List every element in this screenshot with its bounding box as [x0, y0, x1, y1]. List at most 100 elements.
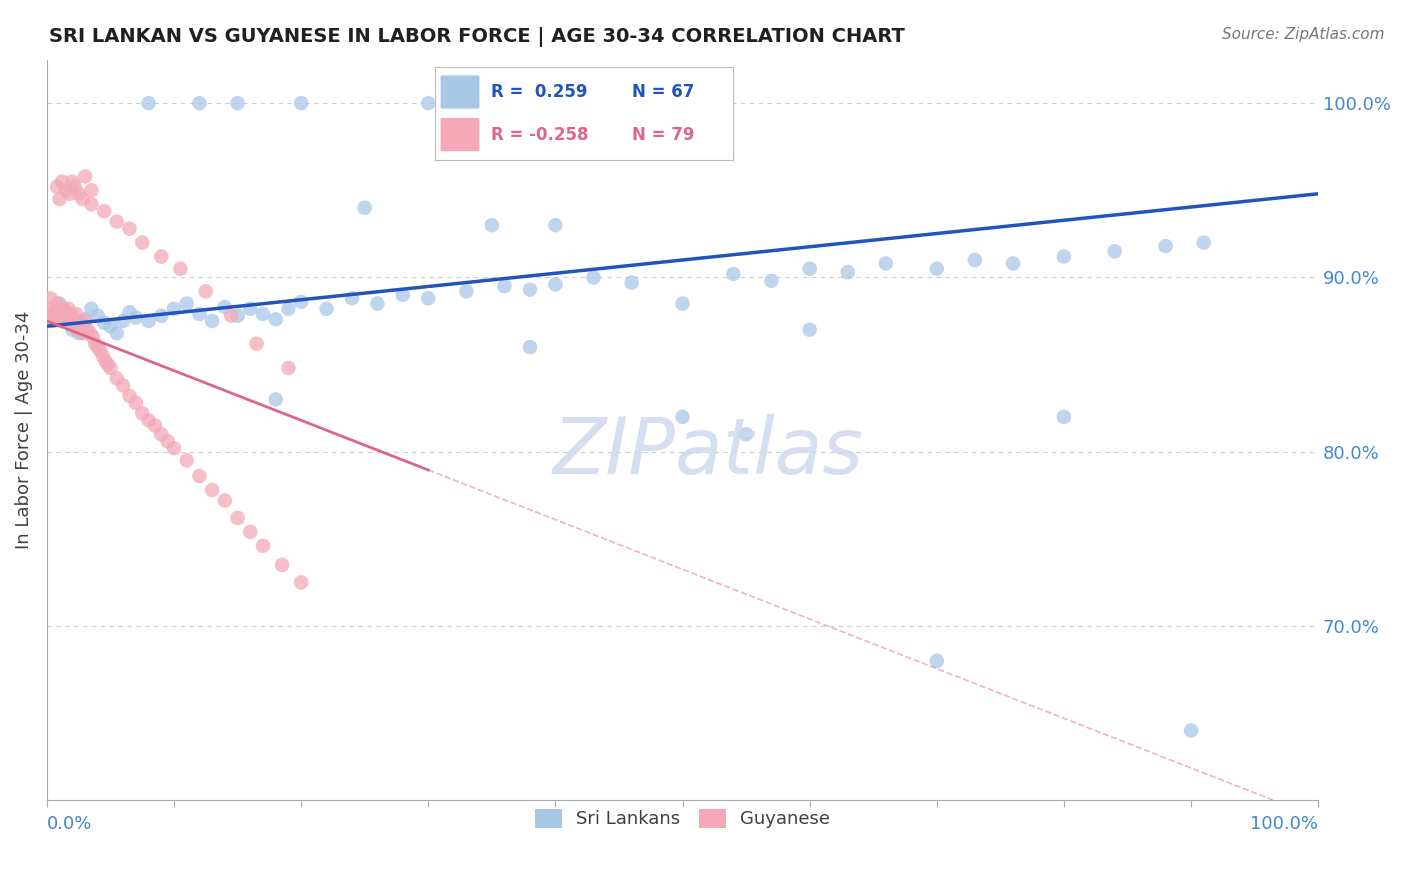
Point: [1154, 239, 1177, 253]
Point: [67, 323, 90, 337]
Point: [52, 301, 75, 316]
Point: [418, 96, 440, 111]
Point: [290, 96, 312, 111]
Text: ZIPatlas: ZIPatlas: [553, 414, 863, 490]
Point: [723, 267, 745, 281]
Text: SRI LANKAN VS GUYANESE IN LABOR FORCE | AGE 30-34 CORRELATION CHART: SRI LANKAN VS GUYANESE IN LABOR FORCE | …: [49, 27, 905, 46]
Point: [112, 314, 135, 328]
Point: [60, 314, 83, 328]
Point: [46, 301, 69, 316]
Point: [1002, 256, 1025, 270]
Point: [89, 343, 111, 358]
Point: [143, 418, 166, 433]
Point: [239, 524, 262, 539]
Point: [118, 389, 141, 403]
Point: [1180, 723, 1202, 738]
Point: [112, 378, 135, 392]
Point: [73, 314, 96, 328]
Text: 100.0%: 100.0%: [1250, 815, 1319, 833]
Point: [481, 218, 503, 232]
Point: [271, 558, 294, 572]
Point: [290, 294, 312, 309]
Point: [73, 169, 96, 184]
Point: [875, 256, 897, 270]
Point: [63, 312, 86, 326]
Point: [53, 314, 76, 328]
Point: [131, 406, 153, 420]
Text: Source: ZipAtlas.com: Source: ZipAtlas.com: [1222, 27, 1385, 42]
Point: [66, 318, 89, 332]
Point: [138, 413, 160, 427]
Point: [315, 301, 337, 316]
Point: [963, 252, 986, 267]
Point: [799, 323, 821, 337]
Point: [87, 340, 110, 354]
Point: [156, 434, 179, 449]
Point: [163, 301, 186, 316]
Point: [925, 654, 948, 668]
Point: [93, 316, 115, 330]
Point: [60, 175, 83, 189]
Point: [150, 427, 173, 442]
Point: [671, 409, 693, 424]
Point: [60, 307, 83, 321]
Point: [239, 301, 262, 316]
Point: [494, 279, 516, 293]
Point: [418, 291, 440, 305]
Point: [60, 323, 83, 337]
Point: [63, 179, 86, 194]
Point: [138, 96, 160, 111]
Point: [194, 285, 217, 299]
Point: [48, 192, 70, 206]
Point: [264, 312, 287, 326]
Point: [100, 319, 122, 334]
Point: [1053, 409, 1076, 424]
Point: [366, 296, 388, 310]
Legend: Sri Lankans, Guyanese: Sri Lankans, Guyanese: [527, 802, 838, 836]
Point: [277, 301, 299, 316]
Point: [62, 319, 84, 334]
Point: [761, 274, 783, 288]
Point: [252, 307, 274, 321]
Point: [188, 307, 211, 321]
Point: [131, 235, 153, 250]
Point: [65, 307, 87, 321]
Point: [51, 309, 73, 323]
Point: [72, 192, 94, 206]
Point: [72, 326, 94, 341]
Point: [456, 285, 478, 299]
Point: [246, 336, 269, 351]
Point: [353, 201, 375, 215]
Point: [138, 314, 160, 328]
Point: [55, 183, 77, 197]
Text: 0.0%: 0.0%: [46, 815, 93, 833]
Point: [73, 312, 96, 326]
Point: [125, 396, 148, 410]
Point: [76, 323, 98, 337]
Point: [544, 218, 567, 232]
Point: [219, 309, 242, 323]
Point: [544, 277, 567, 292]
Point: [56, 309, 79, 323]
Point: [150, 250, 173, 264]
Point: [51, 175, 73, 189]
Point: [214, 493, 236, 508]
Point: [1053, 250, 1076, 264]
Point: [150, 309, 173, 323]
Point: [59, 186, 82, 201]
Point: [46, 296, 69, 310]
Point: [100, 361, 122, 376]
Point: [70, 321, 93, 335]
Point: [42, 314, 65, 328]
Point: [620, 276, 643, 290]
Point: [69, 316, 91, 330]
Point: [55, 305, 77, 319]
Point: [340, 291, 363, 305]
Point: [264, 392, 287, 407]
Point: [392, 288, 415, 302]
Point: [176, 296, 198, 310]
Point: [79, 326, 101, 341]
Point: [93, 204, 115, 219]
Point: [519, 340, 541, 354]
Point: [94, 354, 117, 368]
